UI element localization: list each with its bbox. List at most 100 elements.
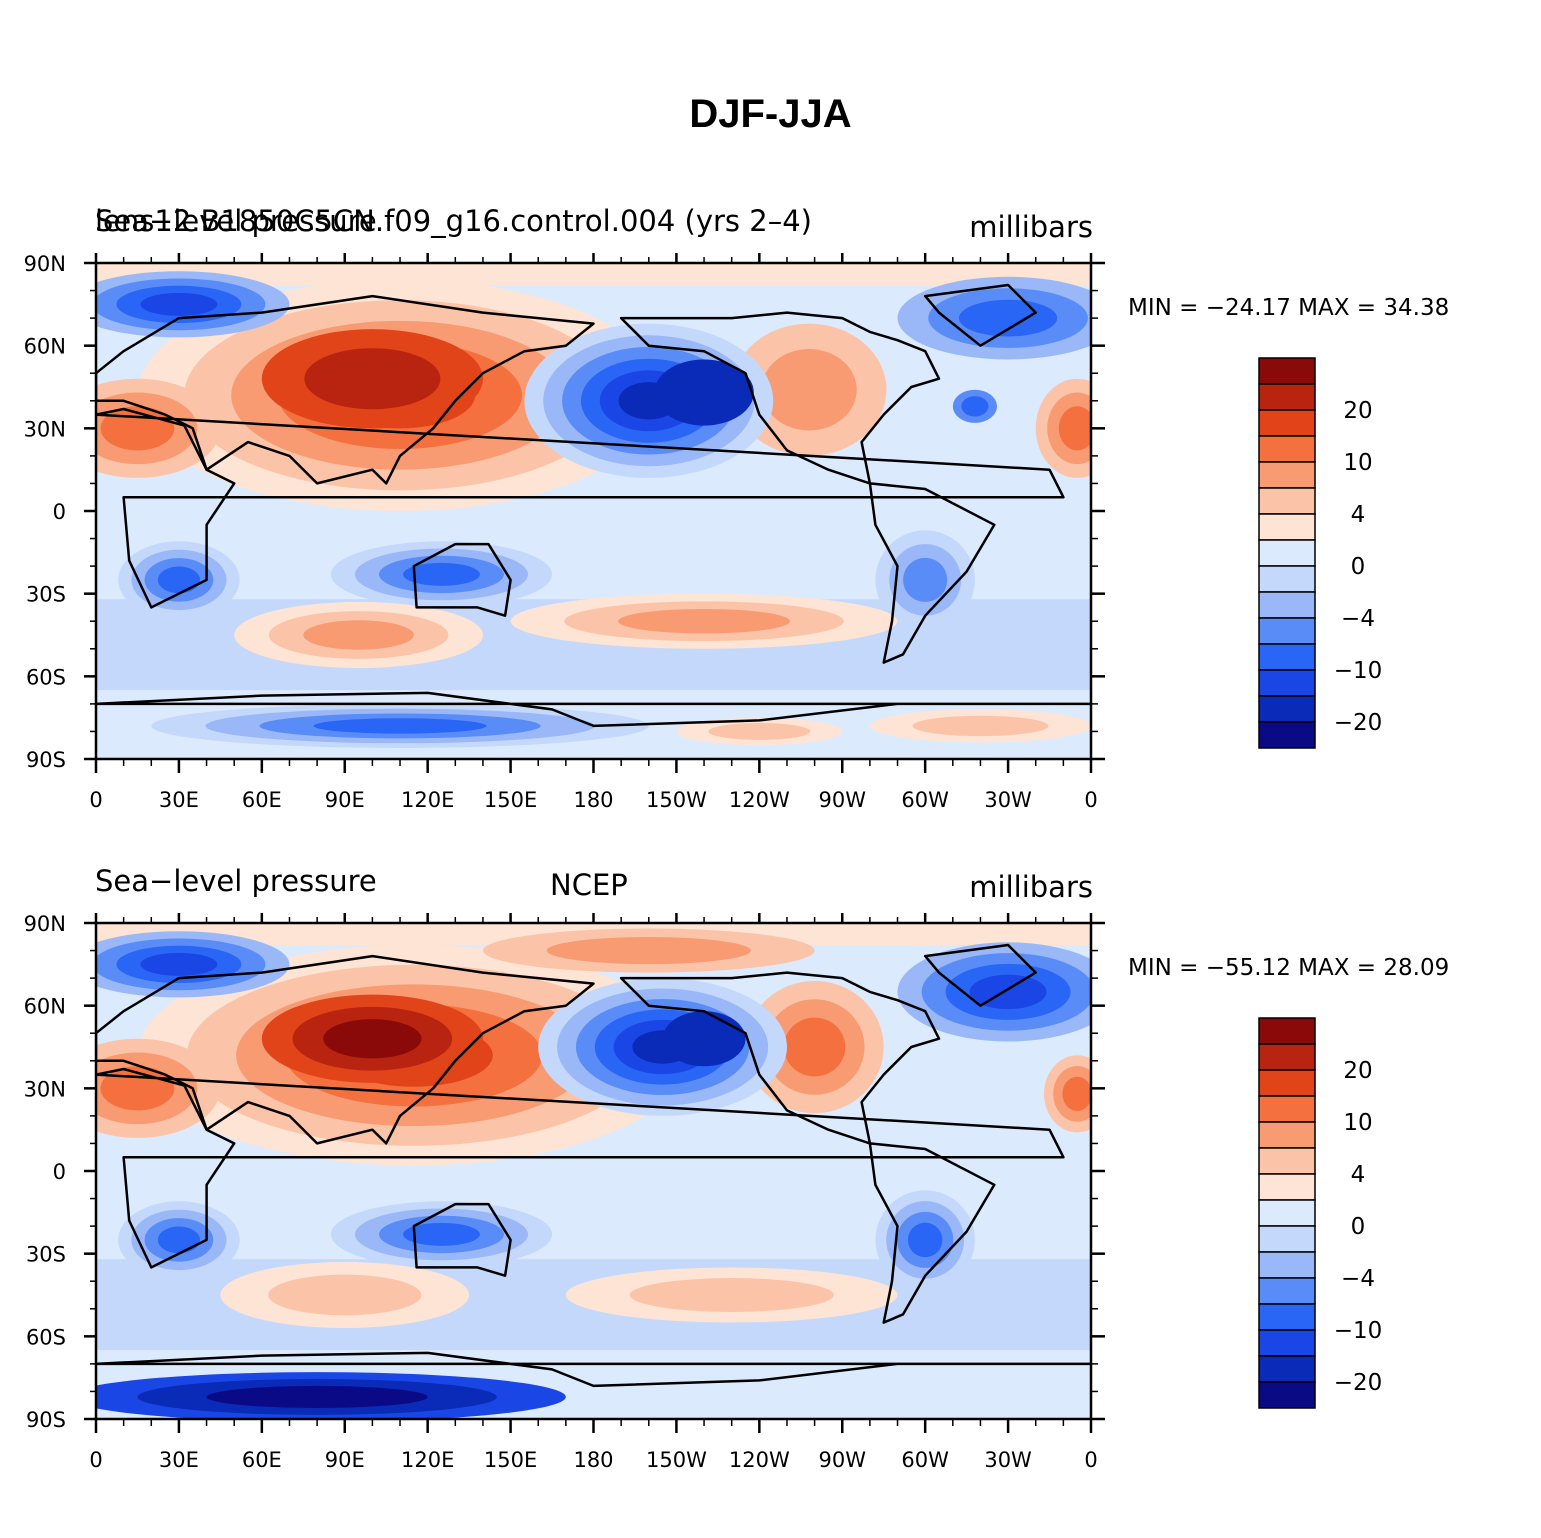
lat-label: 90N [24, 252, 66, 276]
colorbar-label: 4 [1351, 502, 1366, 528]
pressure-contour [546, 936, 751, 965]
panel-left-title: Sea−level pressure [95, 864, 377, 898]
pressure-contour [912, 715, 1049, 737]
continent-south-america-outline [868, 482, 996, 664]
lon-label: 90W [819, 788, 867, 812]
colorbar-swatch [1258, 643, 1316, 671]
colorbar-swatch [1258, 1017, 1316, 1045]
map-panel-ncep: 90N 60N 30N 0 30S 60S 90S 0 30E 60E 90E 120E 150E 180… [0, 850, 1541, 1510]
panel-center-title: NCEP [550, 868, 628, 902]
continent-north-america-outline [619, 311, 941, 485]
lat-label: 60N [24, 335, 66, 359]
lat-label: 90S [26, 748, 66, 772]
field-band [96, 263, 1091, 286]
lat-label: 30N [24, 417, 66, 441]
pressure-contour [618, 608, 791, 634]
pressure-contour [903, 557, 948, 602]
colorbar-swatch [1258, 1355, 1316, 1383]
lon-label: 150W [646, 788, 707, 812]
continent-antarctica-outline [96, 1351, 1091, 1388]
pressure-contour [783, 1017, 846, 1077]
colorbar-label: −4 [1341, 606, 1375, 632]
lon-label: 120W [729, 1448, 790, 1472]
colorbar-label: 20 [1343, 398, 1372, 424]
lon-label: 180 [573, 1448, 613, 1472]
colorbar-swatch [1258, 695, 1316, 723]
map-panel-ncep-svg: 90N 60N 30N 0 30S 60S 90S 0 30E 60E 90E 120E 150E 180… [24, 912, 1383, 1472]
colorbar-swatch [1258, 539, 1316, 567]
colorbar-swatch [1258, 1199, 1316, 1227]
coastlines [96, 283, 1091, 728]
lat-label: 0 [53, 500, 66, 524]
pressure-contour [157, 566, 201, 594]
colorbar-swatch [1258, 1329, 1316, 1357]
colorbar-label: −20 [1334, 1370, 1383, 1396]
colorbar-swatch [1258, 383, 1316, 411]
colorbar-label: −10 [1334, 658, 1383, 684]
lat-label: 30N [24, 1077, 66, 1101]
colorbar-label: 10 [1343, 450, 1372, 476]
lon-label: 0 [89, 1448, 102, 1472]
pressure-contour [268, 1274, 422, 1316]
colorbar-swatch [1258, 565, 1316, 593]
lon-label: 0 [89, 788, 102, 812]
colorbar-swatch [1258, 461, 1316, 489]
panel-min-max: MIN = −55.12 MAX = 28.09 [1128, 955, 1450, 981]
lon-label: 120W [729, 788, 790, 812]
lat-label: 90S [26, 1408, 66, 1432]
continent-south-america-outline [868, 1142, 996, 1324]
panel-right-title: millibars [969, 210, 1093, 244]
colorbar-swatch [1258, 1303, 1316, 1331]
colorbar-label: 10 [1343, 1110, 1372, 1136]
pressure-contour [761, 349, 857, 431]
lat-label: 30S [26, 1243, 66, 1267]
lon-label: 30W [984, 788, 1032, 812]
lon-label: 120E [401, 788, 454, 812]
lon-label: 0 [1084, 1448, 1097, 1472]
lat-label: 30S [26, 583, 66, 607]
pressure-contour [1058, 406, 1091, 451]
pressure-contour [206, 1385, 428, 1408]
colorbar-swatch [1258, 1277, 1316, 1305]
lat-label: 60S [26, 1325, 66, 1349]
coastlines [96, 943, 1091, 1388]
colorbar-label: −10 [1334, 1318, 1383, 1344]
colorbar-swatch [1258, 435, 1316, 463]
lon-label: 60E [242, 1448, 282, 1472]
colorbar-label: 0 [1351, 554, 1366, 580]
colorbar-label: 4 [1351, 1162, 1366, 1188]
pressure-contour [403, 1222, 480, 1246]
pressure-contour [140, 292, 218, 316]
colorbar-swatch [1258, 721, 1316, 749]
pressure-contour [958, 299, 1058, 337]
continent-africa-outline [96, 1067, 1065, 1269]
lat-label: 60S [26, 665, 66, 689]
colorbar-swatch [1258, 1173, 1316, 1201]
pressure-contour [303, 620, 414, 650]
map-panel-model: 90N 60N 30N 0 30S 60S 90S 0 30E 60E 90E 120E 150E 180… [0, 190, 1541, 850]
panel-center-title: lens12.B1850C5CN.f09_g16.control.004 (yr… [95, 204, 812, 238]
map-panel-model-svg: 90N 60N 30N 0 30S 60S 90S 0 30E 60E 90E 120E 150E 180… [24, 252, 1383, 812]
colorbar-swatch [1258, 1381, 1316, 1409]
lon-label: 150E [484, 788, 537, 812]
panel-left-title: Sea−level pressure [95, 204, 377, 238]
colorbar-swatch [1258, 1147, 1316, 1175]
colorbar-label: −4 [1341, 1266, 1375, 1292]
pressure-contour [323, 1019, 422, 1059]
continent-africa-outline [96, 407, 1065, 609]
landmass-greenland-outline [923, 283, 1037, 347]
pressure-contour [907, 1222, 943, 1258]
lon-label: 0 [1084, 788, 1097, 812]
lat-label: 60N [24, 995, 66, 1019]
lon-label: 180 [573, 788, 613, 812]
colorbar-label: 0 [1351, 1214, 1366, 1240]
colorbar-label: −20 [1334, 710, 1383, 736]
continent-eurasia-outline [96, 294, 595, 485]
lon-label: 90E [325, 1448, 365, 1472]
lat-label: 90N [24, 912, 66, 936]
colorbar-swatch [1258, 487, 1316, 515]
pressure-contour [1062, 1076, 1091, 1111]
lon-label: 120E [401, 1448, 454, 1472]
pressure-contour [662, 1011, 746, 1067]
colorbar-swatch [1258, 617, 1316, 645]
